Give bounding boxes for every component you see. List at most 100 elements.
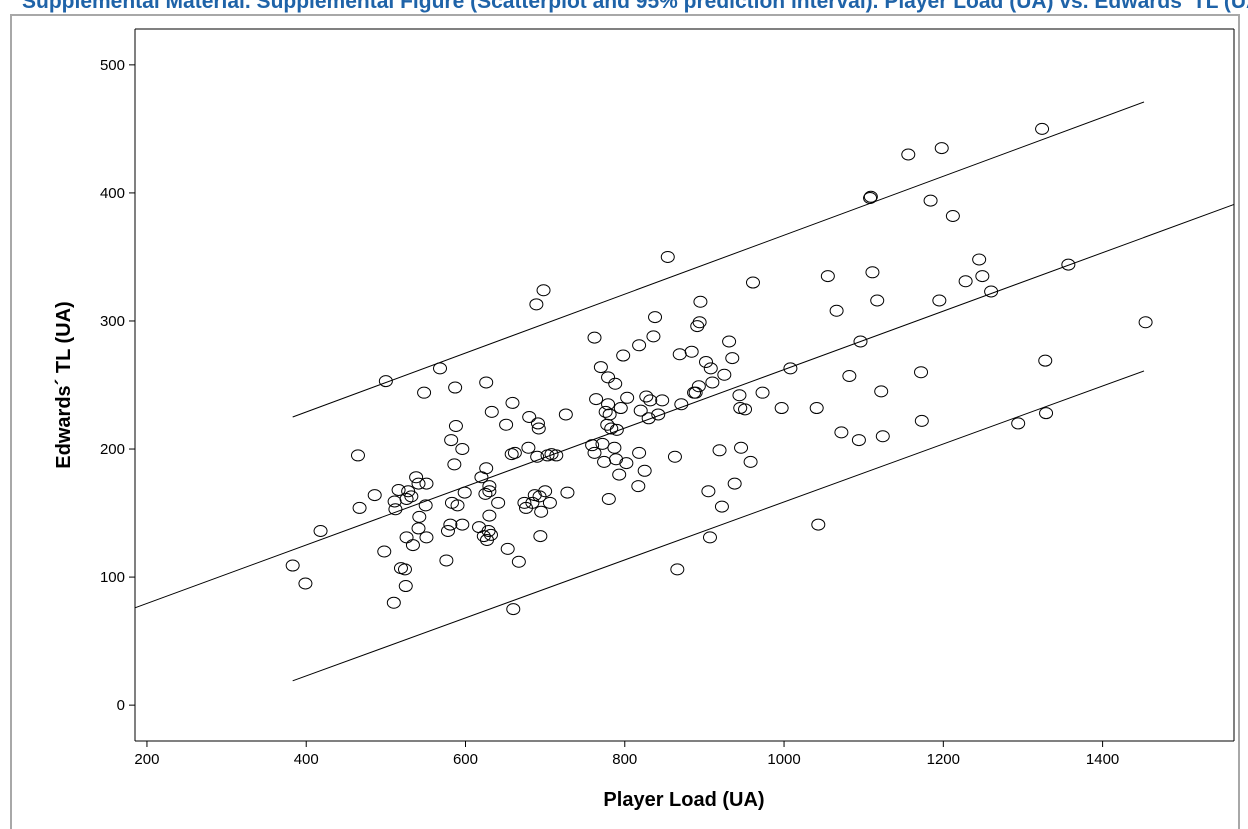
data-point [835,427,848,438]
data-point [946,210,959,221]
data-point [351,450,364,461]
data-point [715,501,728,512]
data-point [692,381,705,392]
data-point [550,450,563,461]
data-point [599,406,612,417]
data-point [608,442,621,453]
data-point [444,519,457,530]
data-point [368,490,381,501]
data-point [456,444,469,455]
data-point [871,295,884,306]
x-tick-label: 400 [294,751,319,768]
data-point [902,149,915,160]
data-point [399,581,412,592]
data-point [726,353,739,364]
data-point [632,481,645,492]
data-point [512,556,525,567]
data-point [1062,259,1075,270]
data-point [866,267,879,278]
data-point [976,271,989,282]
data-point [694,296,707,307]
data-point [609,378,622,389]
x-tick-label: 1400 [1086,751,1119,768]
x-axis-title: Player Load (UA) [603,789,764,811]
data-point [733,390,746,401]
data-point [744,456,757,467]
data-point [775,403,788,414]
data-point [1036,123,1049,134]
data-point [656,395,669,406]
data-point [492,497,505,508]
data-point [620,458,633,469]
data-point [406,540,419,551]
y-axis-title: Edwards´ TL (UA) [53,301,75,468]
x-tick-label: 1000 [767,751,800,768]
data-point [723,336,736,347]
data-point [543,497,556,508]
y-tick-label: 100 [100,569,125,586]
data-point [746,277,759,288]
data-point [1039,355,1052,366]
data-point [812,519,825,530]
data-point [480,377,493,388]
x-tick-label: 200 [134,751,159,768]
data-point [675,399,688,410]
data-point [784,363,797,374]
data-point [602,372,615,383]
data-point [440,555,453,566]
data-point [739,404,752,415]
data-point [378,546,391,557]
data-point [530,299,543,310]
x-tick-label: 600 [453,751,478,768]
data-point [633,340,646,351]
data-point [598,456,611,467]
data-point [685,346,698,357]
axis-ticks: 200 400 600 800 1000 1200 14000100200300400500 [100,57,1119,768]
data-point [286,560,299,571]
data-point [535,506,548,517]
data-point [915,415,928,426]
x-tick-label: 1200 [927,751,960,768]
data-point [617,350,630,361]
data-point [735,442,748,453]
data-point [398,564,411,575]
data-point [875,386,888,397]
data-point [621,392,634,403]
data-point [728,478,741,489]
data-point [821,271,834,282]
data-point [638,465,651,476]
data-point [610,454,623,465]
regression-lines [135,102,1234,681]
y-tick-label: 300 [100,313,125,330]
data-point [418,387,431,398]
y-tick-label: 400 [100,185,125,202]
data-point [693,317,706,328]
data-point [673,349,686,360]
data-point [448,459,461,470]
data-point [537,285,550,296]
data-point [614,403,627,414]
data-point [935,143,948,154]
data-point [830,305,843,316]
data-point [506,397,519,408]
data-point [915,367,928,378]
data-point [590,394,603,405]
data-point [485,406,498,417]
data-point [668,451,681,462]
data-point [700,356,713,367]
lower-prediction-line [293,371,1144,681]
data-point [718,369,731,380]
data-point [703,532,716,543]
data-point [389,504,402,515]
data-point [713,445,726,456]
data-point [661,251,674,262]
data-point [649,312,662,323]
data-point [420,532,433,543]
y-tick-label: 200 [100,441,125,458]
data-point [973,254,986,265]
data-point [420,478,433,489]
data-points [286,123,1152,614]
data-point [449,420,462,431]
data-point [445,435,458,446]
data-point [596,438,609,449]
